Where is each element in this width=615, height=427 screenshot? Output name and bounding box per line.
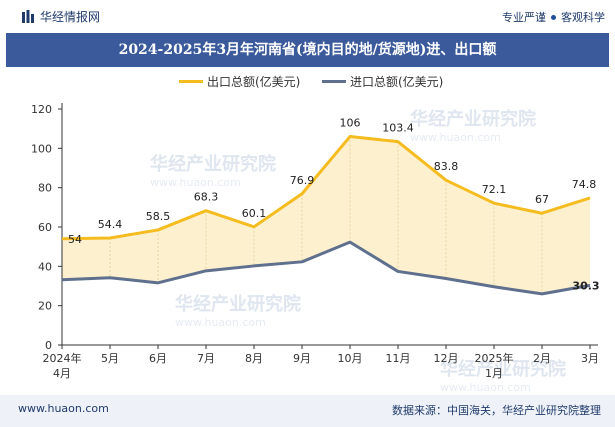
x-tick-label: 5月 bbox=[101, 352, 119, 365]
y-tick-label: 60 bbox=[38, 221, 52, 234]
x-tick-label: 6月 bbox=[149, 352, 167, 365]
export-data-label: 103.4 bbox=[382, 122, 414, 135]
chart-title: 2024-2025年3月年河南省(境内目的地/货源地)进、出口额 bbox=[118, 42, 497, 58]
y-tick-label: 40 bbox=[38, 260, 52, 273]
y-tick-label: 120 bbox=[31, 103, 52, 116]
x-tick-label: 10月 bbox=[338, 352, 363, 365]
export-data-label: 54.4 bbox=[98, 218, 123, 231]
tagline: 专业严谨 客观科学 bbox=[502, 9, 605, 25]
series-gap-fill bbox=[62, 136, 590, 294]
x-tick-label: 2025年 1月 bbox=[475, 351, 514, 380]
footer-source: 数据来源：中国海关，华经产业研究院整理 bbox=[392, 404, 601, 417]
y-tick-label: 20 bbox=[38, 300, 52, 313]
legend-label-export: 出口总额(亿美元) bbox=[207, 75, 301, 89]
legend-label-import: 进口总额(亿美元) bbox=[350, 75, 444, 89]
export-data-label: 76.9 bbox=[290, 174, 315, 187]
export-data-label: 83.8 bbox=[434, 160, 459, 173]
chart-area: 0 20 40 60 80 100 120 2024年 4月 5月 6月 7月 8月 9月 10月 11月 12… bbox=[31, 103, 600, 380]
import-data-label: 30.3 bbox=[572, 279, 599, 292]
x-tick-label: 2024年 4月 bbox=[43, 351, 82, 380]
x-tick-label: 8月 bbox=[245, 352, 263, 365]
export-data-label: 54 bbox=[68, 233, 82, 246]
top-bar: 华经情报网 专业严谨 客观科学 bbox=[0, 0, 615, 33]
export-line bbox=[61, 135, 591, 241]
x-tick-label: 12月 bbox=[434, 352, 459, 365]
export-data-label: 58.5 bbox=[146, 210, 171, 223]
footer-site: www.huaon.com bbox=[18, 402, 109, 415]
legend-item-import: 进口总额(亿美元) bbox=[322, 73, 443, 90]
import-line bbox=[61, 240, 591, 296]
legend: 出口总额(亿美元) 进口总额(亿美元) bbox=[0, 73, 615, 93]
legend-item-export: 出口总额(亿美元) bbox=[179, 73, 300, 90]
export-data-label: 72.1 bbox=[482, 183, 507, 196]
footer: www.huaon.com 数据来源：中国海关，华经产业研究院整理 bbox=[0, 395, 615, 427]
export-data-label: 68.3 bbox=[194, 191, 219, 204]
export-data-label: 74.8 bbox=[572, 178, 597, 191]
tagline-left: 专业严谨 bbox=[502, 11, 546, 24]
title-bar: 2024-2025年3月年河南省(境内目的地/货源地)进、出口额 bbox=[6, 33, 609, 67]
separator-dot-icon bbox=[551, 14, 556, 20]
export-data-label: 106 bbox=[340, 117, 361, 130]
y-tick-label: 0 bbox=[45, 339, 52, 352]
legend-swatch-export bbox=[179, 80, 203, 83]
y-tick-label: 100 bbox=[31, 142, 52, 155]
x-tick-label: 2月 bbox=[533, 352, 551, 365]
x-tick-label: 11月 bbox=[386, 352, 411, 365]
x-tick-label: 3月 bbox=[581, 352, 599, 365]
x-tick-label: 9月 bbox=[293, 352, 311, 365]
y-tick-label: 80 bbox=[38, 182, 52, 195]
export-data-label: 67 bbox=[535, 193, 549, 206]
tagline-right: 客观科学 bbox=[561, 11, 605, 24]
huajing-logo-icon bbox=[22, 9, 34, 24]
brand: 华经情报网 bbox=[22, 8, 100, 25]
brand-name: 华经情报网 bbox=[40, 10, 101, 24]
legend-swatch-import bbox=[322, 80, 346, 83]
export-data-label: 60.1 bbox=[242, 207, 267, 220]
x-tick-label: 7月 bbox=[197, 352, 215, 365]
